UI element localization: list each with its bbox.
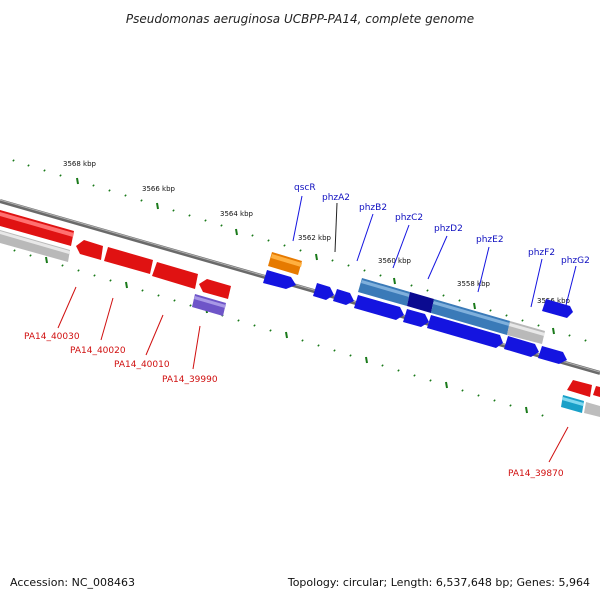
scale-label-3568: 3568 kbp — [63, 160, 97, 168]
forward-leaders — [292, 195, 577, 314]
scale-label-3564: 3564 kbp — [220, 210, 254, 218]
gene-arrow — [271, 254, 302, 267]
gene-arrow — [0, 231, 70, 254]
gene-arrow — [199, 279, 231, 299]
scale-label-3556: 3556 kbp — [537, 297, 571, 305]
gene-label-phzC2: phzC2 — [395, 213, 423, 223]
accession-text: Accession: NC_008463 — [10, 576, 136, 589]
gene-arrow — [194, 296, 226, 308]
outer-scale-ticks — [12, 159, 587, 342]
gene-arrow — [427, 315, 503, 348]
major-tick — [156, 202, 159, 210]
gene-arrow — [584, 402, 600, 417]
gene-label-PA14_39990: PA14_39990 — [162, 375, 218, 385]
gene-arrow — [567, 380, 592, 397]
gene-arrow — [361, 280, 410, 297]
scale-labels: 3568 kbp 3566 kbp 3564 kbp 3562 kbp 3560… — [63, 160, 571, 305]
gene-label-PA14_39870: PA14_39870 — [508, 469, 564, 479]
gene-label-phzF2: phzF2 — [528, 248, 555, 258]
reverse-leaders — [57, 286, 569, 463]
scale-label-3558: 3558 kbp — [457, 280, 491, 288]
forward-gene-labels: qscR phzA2 phzB2 phzC2 phzD2 phzE2 phzF2… — [294, 183, 590, 266]
gene-arrow — [538, 346, 567, 364]
gene-label-PA14_40030: PA14_40030 — [24, 332, 80, 342]
gene-arrow — [333, 289, 354, 305]
gene-label-phzA2: phzA2 — [322, 193, 350, 203]
reverse-genes — [0, 210, 600, 417]
gene-arrow — [263, 270, 296, 289]
major-tick — [235, 228, 238, 236]
major-tick — [393, 277, 396, 285]
gene-arrow — [509, 323, 545, 336]
gene-arrow — [104, 247, 153, 274]
gene-label-phzE2: phzE2 — [476, 235, 504, 245]
gene-arrow — [152, 262, 198, 289]
gene-arrow — [313, 283, 334, 300]
gene-arrow — [0, 212, 74, 237]
major-tick — [552, 327, 555, 335]
reverse-gene-labels: PA14_40030 PA14_40020 PA14_40010 PA14_39… — [24, 332, 564, 479]
gene-label-phzB2: phzB2 — [359, 203, 387, 213]
scale-label-3562: 3562 kbp — [298, 234, 332, 242]
topology-text: Topology: circular; Length: 6,537,648 bp… — [287, 576, 590, 589]
gene-arrow — [407, 292, 434, 313]
gene-arrow — [504, 336, 539, 357]
major-tick — [315, 253, 318, 261]
forward-genes — [263, 252, 573, 364]
major-tick — [76, 177, 79, 185]
gene-arrow — [542, 299, 573, 318]
gene-arrow — [76, 240, 103, 260]
scale-label-3560: 3560 kbp — [378, 257, 412, 265]
gene-label-PA14_40020: PA14_40020 — [70, 346, 126, 356]
scale-label-3566: 3566 kbp — [142, 185, 176, 193]
gene-label-qscR: qscR — [294, 183, 316, 193]
gene-label-phzG2: phzG2 — [561, 256, 590, 266]
gene-arrow — [403, 309, 429, 327]
major-tick — [473, 302, 476, 310]
gene-arrow — [593, 386, 600, 397]
gene-arrow — [562, 397, 584, 406]
gene-arrow — [354, 295, 404, 320]
gene-label-phzD2: phzD2 — [434, 224, 463, 234]
gene-label-PA14_40010: PA14_40010 — [114, 360, 170, 370]
map-title: Pseudomonas aeruginosa UCBPP-PA14, compl… — [126, 12, 474, 26]
gene-arrow — [433, 301, 510, 326]
